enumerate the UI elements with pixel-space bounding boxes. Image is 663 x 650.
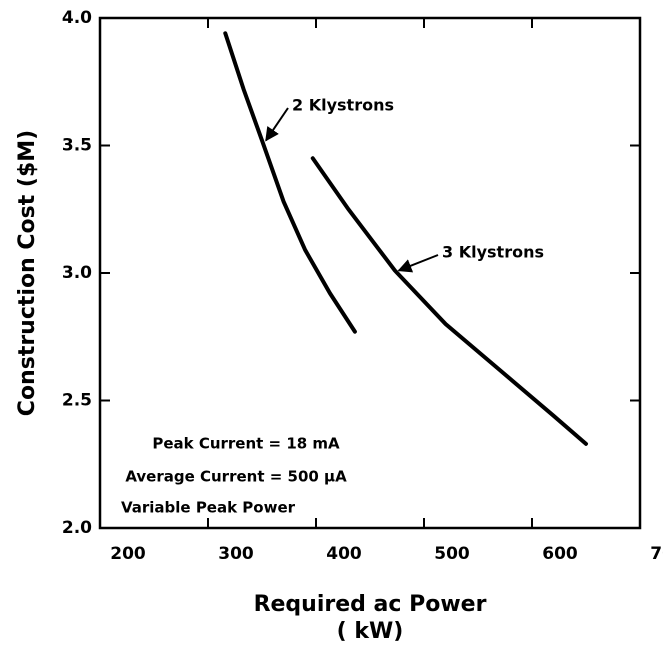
series-label: 2 Klystrons [292,96,394,115]
annotation: Average Current = 500 µA [125,468,347,486]
y-tick-label: 2.5 [62,391,92,411]
y-tick-label: 3.0 [62,263,92,283]
x-axis-unit: ( kW) [337,619,404,644]
y-tick-label: 3.5 [62,136,92,156]
x-tick-label: 700 [650,544,663,564]
x-tick-label: 400 [326,544,362,564]
x-tick-label: 500 [434,544,470,564]
annotation: Peak Current = 18 mA [152,435,340,453]
series-label: 3 Klystrons [442,243,544,262]
x-tick-label: 300 [218,544,254,564]
series-line [223,31,357,334]
label-arrow [265,107,289,142]
y-tick-label: 2.0 [62,518,92,538]
series-line [310,156,588,446]
y-tick-label: 4.0 [62,8,92,28]
annotation: Variable Peak Power [121,499,296,517]
x-axis-label: Required ac Power [254,592,487,617]
x-tick-label: 600 [542,544,578,564]
label-arrow [397,254,439,273]
y-axis-label: Construction Cost ($M) [15,130,40,416]
x-tick-label: 200 [110,544,146,564]
